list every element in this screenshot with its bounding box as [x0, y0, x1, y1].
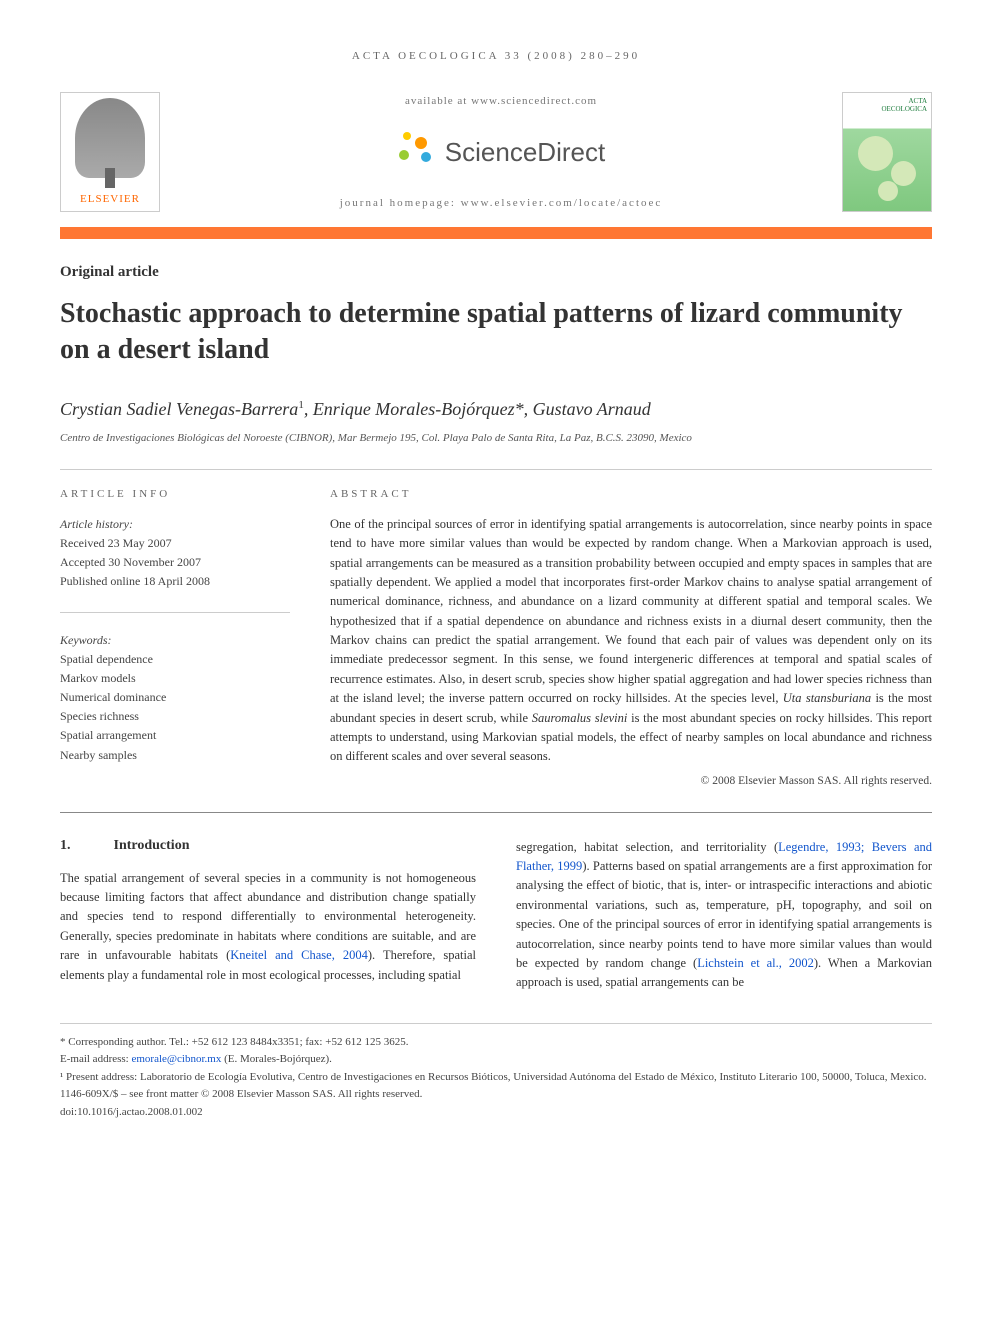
cover-title-line2: OECOLOGICA	[847, 105, 927, 113]
sciencedirect-dots-icon	[397, 132, 437, 172]
journal-cover-thumbnail: ACTA OECOLOGICA	[842, 92, 932, 212]
abstract-text: One of the principal sources of error in…	[330, 515, 932, 767]
abstract-copyright: © 2008 Elsevier Masson SAS. All rights r…	[330, 775, 932, 787]
corresponding-author: * Corresponding author. Tel.: +52 612 12…	[60, 1034, 932, 1052]
elsevier-logo: ELSEVIER	[60, 92, 160, 212]
keyword: Numerical dominance	[60, 688, 290, 707]
published-date: Published online 18 April 2008	[60, 572, 290, 591]
citation-link[interactable]: Legendre, 1993; Bevers and Flather, 1999	[516, 840, 932, 873]
accepted-date: Accepted 30 November 2007	[60, 553, 290, 572]
cover-title-line1: ACTA	[847, 97, 927, 105]
abstract-head: ABSTRACT	[330, 488, 932, 500]
body-left-column: 1. Introduction The spatial arrangement …	[60, 838, 476, 993]
authors: Crystian Sadiel Venegas-Barrera1, Enriqu…	[60, 399, 932, 420]
present-address: ¹ Present address: Laboratorio de Ecolog…	[60, 1069, 932, 1087]
orange-divider-bar	[60, 227, 932, 239]
available-at-text: available at www.sciencedirect.com	[180, 95, 822, 107]
running-head: ACTA OECOLOGICA 33 (2008) 280–290	[60, 50, 932, 62]
introduction-heading: 1. Introduction	[60, 838, 476, 854]
email-suffix: (E. Morales-Bojórquez).	[221, 1053, 332, 1065]
history-label: Article history:	[60, 515, 290, 534]
article-title: Stochastic approach to determine spatial…	[60, 296, 932, 369]
keywords-block: Keywords: Spatial dependence Markov mode…	[60, 631, 290, 765]
abstract-panel: ABSTRACT One of the principal sources of…	[330, 488, 932, 787]
article-info-head: ARTICLE INFO	[60, 488, 290, 500]
intro-right-text: segregation, habitat selection, and terr…	[516, 838, 932, 993]
sciencedirect-logo: ScienceDirect	[180, 132, 822, 172]
body-right-column: segregation, habitat selection, and terr…	[516, 838, 932, 993]
journal-homepage: journal homepage: www.elsevier.com/locat…	[180, 197, 822, 209]
keyword: Spatial dependence	[60, 650, 290, 669]
article-type: Original article	[60, 264, 932, 281]
keyword: Markov models	[60, 669, 290, 688]
keyword: Nearby samples	[60, 746, 290, 765]
footnotes: * Corresponding author. Tel.: +52 612 12…	[60, 1023, 932, 1122]
top-banner: ELSEVIER available at www.sciencedirect.…	[60, 92, 932, 212]
keyword: Spatial arrangement	[60, 726, 290, 745]
intro-left-text: The spatial arrangement of several speci…	[60, 869, 476, 985]
citation-link[interactable]: Lichstein et al., 2002	[697, 956, 814, 970]
keywords-label: Keywords:	[60, 631, 290, 650]
thick-divider	[60, 812, 932, 813]
article-info-panel: ARTICLE INFO Article history: Received 2…	[60, 488, 290, 787]
center-banner: available at www.sciencedirect.com Scien…	[180, 95, 822, 209]
section-number: 1.	[60, 838, 110, 854]
keyword: Species richness	[60, 707, 290, 726]
email-link[interactable]: emorale@cibnor.mx	[131, 1053, 221, 1065]
section-title-text: Introduction	[114, 838, 190, 853]
email-label: E-mail address:	[60, 1053, 131, 1065]
elsevier-tree-icon	[75, 98, 145, 178]
divider	[60, 469, 932, 470]
body-columns: 1. Introduction The spatial arrangement …	[60, 838, 932, 993]
doi-line: doi:10.1016/j.actao.2008.01.002	[60, 1104, 932, 1122]
elsevier-name: ELSEVIER	[80, 193, 140, 205]
affiliation: Centro de Investigaciones Biológicas del…	[60, 432, 932, 444]
issn-line: 1146-609X/$ – see front matter © 2008 El…	[60, 1086, 932, 1104]
email-line: E-mail address: emorale@cibnor.mx (E. Mo…	[60, 1051, 932, 1069]
received-date: Received 23 May 2007	[60, 534, 290, 553]
citation-link[interactable]: Kneitel and Chase, 2004	[230, 948, 368, 962]
sciencedirect-text: ScienceDirect	[445, 137, 605, 168]
divider	[60, 612, 290, 613]
info-abstract-row: ARTICLE INFO Article history: Received 2…	[60, 488, 932, 787]
article-history-block: Article history: Received 23 May 2007 Ac…	[60, 515, 290, 592]
